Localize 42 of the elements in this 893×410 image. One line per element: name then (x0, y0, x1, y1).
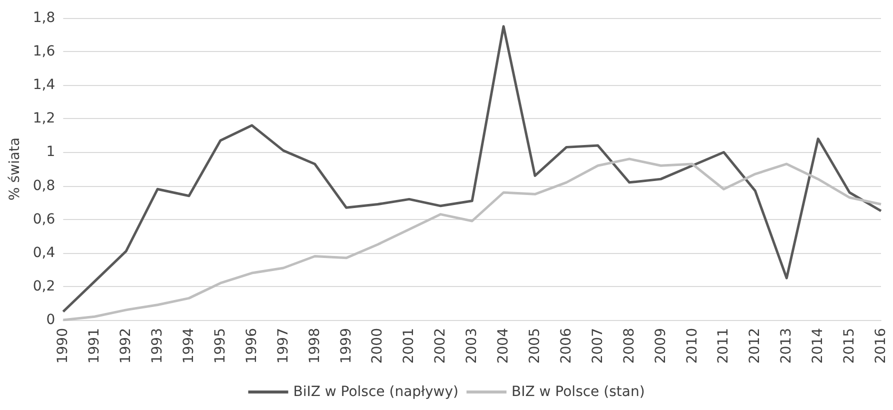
x-tick-label: 2001 (401, 328, 418, 364)
x-tick-label: 2004 (496, 328, 512, 364)
x-tick-label: 2002 (432, 328, 449, 364)
x-tick-label: 2005 (526, 328, 543, 364)
x-tick-label: 2006 (558, 328, 574, 364)
y-tick-label: 1 (46, 144, 56, 160)
y-tick-label: 1,4 (32, 77, 56, 94)
x-tick-label: 1999 (338, 328, 354, 364)
y-tick-label: 1,2 (32, 110, 56, 127)
legend-label: BIZ w Polsce (stan) (511, 384, 645, 400)
y-axis-title: % świata (7, 137, 23, 201)
x-tick-label: 2015 (842, 328, 858, 364)
x-tick-label: 2008 (621, 328, 638, 364)
x-tick-label: 2014 (810, 328, 826, 364)
x-tick-label: 2010 (684, 328, 700, 364)
y-tick-label: 1,8 (32, 10, 56, 26)
x-tick-label: 1997 (275, 328, 292, 364)
x-tick-label: 2003 (464, 328, 480, 364)
y-tick-label: 0,6 (32, 211, 56, 228)
x-tick-label: 1990 (55, 328, 72, 364)
x-tick-label: 2013 (778, 328, 795, 364)
x-tick-label: 1998 (306, 328, 323, 364)
y-tick-label: 0,4 (32, 244, 56, 261)
x-tick-label: 1993 (150, 328, 166, 364)
y-tick-label: 0 (46, 312, 56, 328)
y-tick-label: 1,6 (32, 44, 56, 60)
x-tick-label: 2009 (652, 328, 669, 364)
legend-label: BiIZ w Polsce (napływy) (293, 384, 458, 400)
x-tick-label: 2000 (370, 328, 386, 364)
y-tick-label: 0,2 (32, 278, 56, 294)
x-tick-label: 2007 (590, 328, 606, 364)
x-tick-label: 1996 (244, 328, 260, 364)
x-tick-label: 1992 (118, 328, 134, 364)
x-tick-label: 1994 (180, 328, 197, 364)
x-tick-label: 2011 (716, 328, 732, 364)
line-series (62, 158, 882, 322)
x-tick-label: 2012 (747, 328, 764, 364)
x-tick-label: 1991 (86, 328, 103, 364)
x-tick-label: 1995 (212, 328, 228, 364)
y-tick-label: 0,8 (32, 178, 56, 194)
x-tick-label: 2016 (873, 328, 889, 364)
line-series (62, 25, 882, 313)
